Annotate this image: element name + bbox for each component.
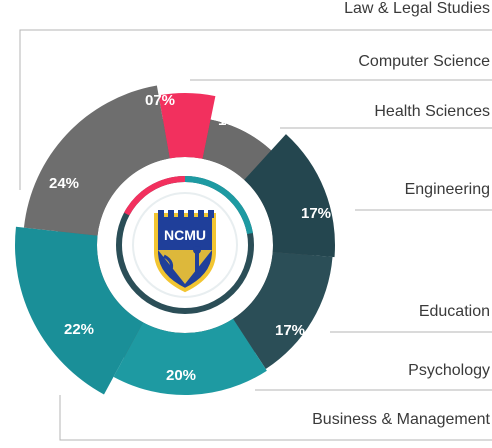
ncmu-logo: NCMU — [132, 192, 238, 298]
label-engineering: Engineering — [404, 181, 490, 198]
pct-label-computer-science: 07% — [145, 92, 175, 109]
slice-health-sciences — [202, 119, 272, 180]
label-business: Business & Management — [312, 411, 490, 428]
pct-label-law-legal-studies: 24% — [49, 175, 79, 192]
pct-label-psychology: 22% — [64, 321, 94, 338]
inner-ring-teal — [185, 176, 253, 235]
slice-psychology — [15, 226, 144, 395]
pct-label-engineering: 17% — [301, 205, 331, 222]
pct-label-business-management: 20% — [166, 367, 196, 384]
percent-labels: 07% 10% 17% 17% 20% 22% 24% — [49, 92, 331, 384]
pct-label-education: 17% — [275, 322, 305, 339]
inner-ring — [116, 176, 254, 314]
slice-education — [233, 252, 333, 370]
label-computer-science: Computer Science — [358, 53, 490, 70]
leader-line-6 — [59, 395, 492, 441]
inner-ring-accent — [124, 176, 185, 216]
slice-engineering — [244, 134, 336, 258]
label-education: Education — [418, 303, 490, 320]
label-psychology: Psychology — [408, 362, 490, 379]
slice-business-management — [113, 318, 267, 396]
donut-slices — [15, 85, 336, 396]
label-law: Law & Legal Studies — [344, 0, 490, 17]
label-health-sciences: Health Sciences — [374, 103, 490, 120]
leader-line-0 — [19, 29, 492, 190]
leader-lines — [19, 29, 492, 441]
slice-law-legal-studies — [23, 85, 170, 236]
logo-text: NCMU — [164, 227, 206, 243]
pct-label-health-sciences: 10% — [218, 112, 248, 129]
slice-computer-science — [158, 93, 216, 159]
